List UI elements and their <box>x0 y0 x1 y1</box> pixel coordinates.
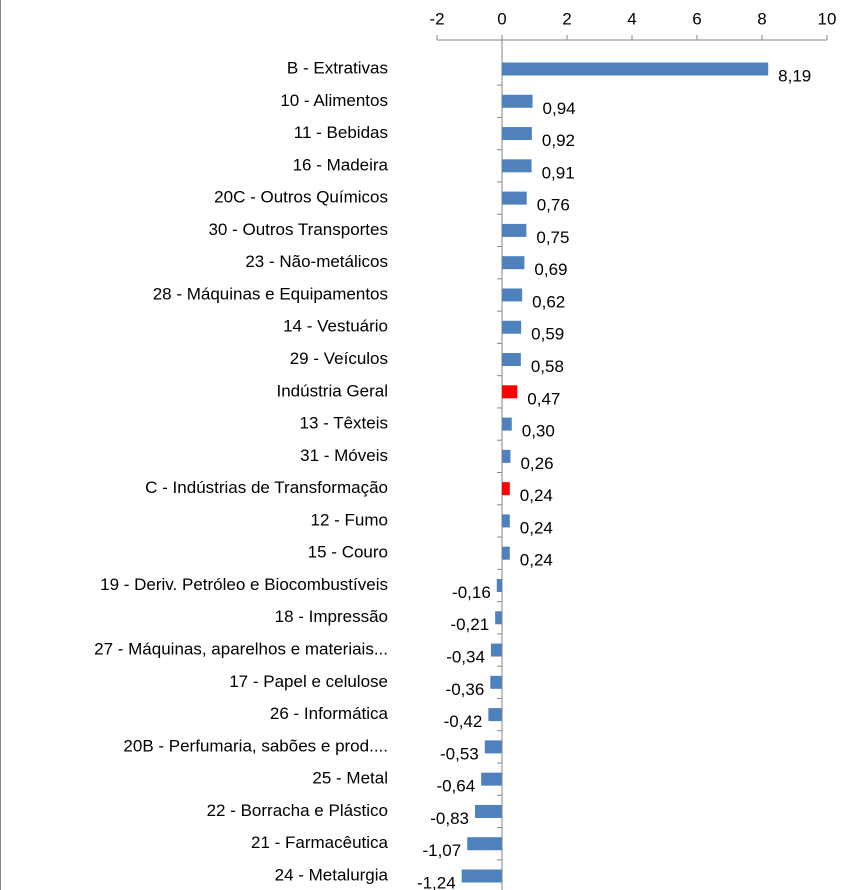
value-label: 0,92 <box>542 131 575 150</box>
bar <box>461 869 502 883</box>
bar <box>502 449 511 463</box>
category-label: 21 - Farmacêutica <box>251 833 389 852</box>
value-label: 0,24 <box>520 551 553 570</box>
bar <box>502 191 527 205</box>
value-label: -0,34 <box>446 648 485 667</box>
category-label: 30 - Outros Transportes <box>208 220 388 239</box>
value-label: -1,07 <box>422 841 461 860</box>
bar <box>496 578 502 592</box>
category-label: 20B - Perfumaria, sabões e prod.... <box>123 736 388 755</box>
bar <box>502 320 522 334</box>
category-label: 25 - Metal <box>312 769 388 788</box>
bar <box>502 288 523 302</box>
bar <box>495 611 502 625</box>
category-label: C - Indústrias de Transformação <box>145 478 388 497</box>
x-tick-label: 10 <box>818 9 837 28</box>
bar <box>467 837 502 851</box>
category-label: 14 - Vestuário <box>283 317 388 336</box>
category-label: 11 - Bebidas <box>294 123 388 142</box>
bar <box>502 417 512 431</box>
value-label: 0,69 <box>534 260 567 279</box>
category-label: 31 - Móveis <box>300 446 388 465</box>
category-label: 23 - Não-metálicos <box>245 252 388 271</box>
value-label: 0,76 <box>537 196 570 215</box>
value-label: 0,75 <box>536 228 569 247</box>
category-label: 15 - Couro <box>308 543 388 562</box>
bar <box>484 740 502 754</box>
category-label: Indústria Geral <box>277 381 389 400</box>
value-label: -0,53 <box>440 744 479 763</box>
category-label: 24 - Metalurgia <box>275 865 389 884</box>
value-label: 8,19 <box>778 66 811 85</box>
bar <box>488 708 502 722</box>
bar <box>502 223 527 237</box>
category-label: B - Extrativas <box>287 58 388 77</box>
x-tick-label: -2 <box>429 9 444 28</box>
value-label: -0,42 <box>444 712 483 731</box>
bar <box>502 256 525 270</box>
category-label: 22 - Borracha e Plástico <box>207 801 388 820</box>
value-label: -0,64 <box>436 777 475 796</box>
x-tick-label: 2 <box>562 9 571 28</box>
value-label: 0,94 <box>543 99 576 118</box>
bar <box>502 94 533 108</box>
x-tick-label: 6 <box>692 9 701 28</box>
value-label: 0,24 <box>520 486 553 505</box>
bar <box>502 127 532 141</box>
value-label: 0,47 <box>527 389 560 408</box>
bar <box>502 482 510 496</box>
value-label: -0,21 <box>450 615 489 634</box>
bar <box>502 514 510 528</box>
bar <box>490 675 502 689</box>
category-label: 29 - Veículos <box>290 349 388 368</box>
bar <box>502 62 769 76</box>
value-label: 0,30 <box>522 422 555 441</box>
bar <box>502 385 518 399</box>
value-label: 0,62 <box>532 292 565 311</box>
category-label: 19 - Deriv. Petróleo e Biocombustíveis <box>100 575 388 594</box>
category-label: 26 - Informática <box>270 704 389 723</box>
category-label: 10 - Alimentos <box>280 91 388 110</box>
category-label: 18 - Impressão <box>275 607 388 626</box>
bar <box>475 804 502 818</box>
value-label: -0,36 <box>446 680 485 699</box>
x-tick-label: 8 <box>757 9 766 28</box>
category-label: 16 - Madeira <box>293 155 389 174</box>
bar <box>481 772 502 786</box>
category-label: 12 - Fumo <box>311 510 388 529</box>
x-tick-label: 4 <box>627 9 636 28</box>
x-tick-label: 0 <box>497 9 506 28</box>
category-label: 27 - Máquinas, aparelhos e materiais... <box>94 640 388 659</box>
value-label: 0,59 <box>531 325 564 344</box>
category-label: 17 - Papel e celulose <box>229 672 388 691</box>
value-label: -0,83 <box>430 809 469 828</box>
value-label: 0,58 <box>531 357 564 376</box>
value-label: 0,91 <box>542 163 575 182</box>
category-label: 20C - Outros Químicos <box>214 188 388 207</box>
category-label: 28 - Máquinas e Equipamentos <box>153 284 388 303</box>
bar <box>502 159 532 173</box>
category-label: 13 - Têxteis <box>299 414 388 433</box>
value-label: 0,26 <box>520 454 553 473</box>
bar <box>502 546 510 560</box>
value-label: -0,16 <box>452 583 491 602</box>
value-label: -1,24 <box>417 873 456 890</box>
bar <box>490 643 502 657</box>
bar <box>502 353 521 367</box>
value-label: 0,24 <box>520 518 553 537</box>
